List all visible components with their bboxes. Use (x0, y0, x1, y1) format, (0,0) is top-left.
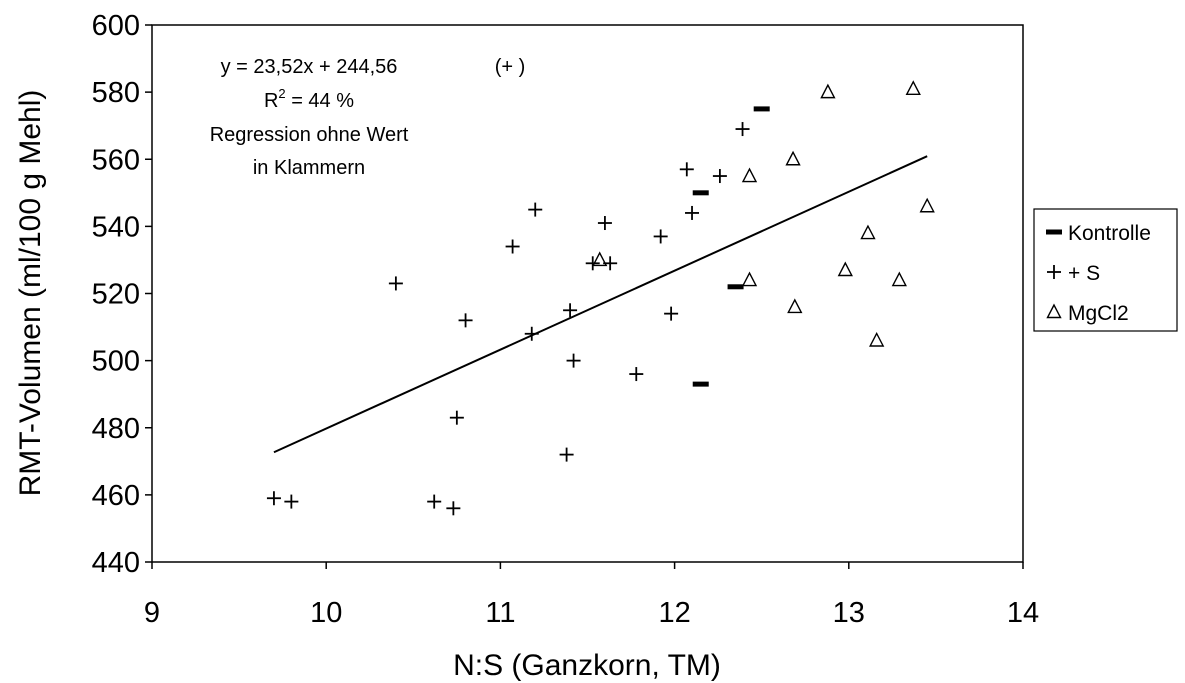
data-point (685, 205, 700, 220)
data-point (692, 190, 709, 196)
legend: Kontrolle + S MgCl2 (1033, 208, 1178, 332)
regression-equation: y = 23,52x + 244,56 (221, 56, 398, 78)
data-point (446, 501, 461, 516)
legend-label: MgCl2 (1068, 302, 1129, 325)
data-point (753, 106, 770, 112)
data-point (566, 353, 581, 368)
data-point (891, 271, 907, 287)
x-tick-label: 11 (485, 597, 515, 629)
data-point (787, 298, 803, 314)
data-point (919, 197, 935, 213)
regression-annotation: y = 23,52x + 244,56 (+ ) R2 = 44 % Regre… (210, 56, 526, 179)
data-point (837, 261, 853, 277)
y-tick-label: 600 (92, 10, 140, 42)
legend-marker (1047, 265, 1061, 279)
series-dash (692, 106, 770, 387)
data-point (449, 410, 464, 425)
data-point (905, 80, 921, 95)
y-tick-label: 480 (92, 413, 140, 445)
r-squared: R2 = 44 % (264, 86, 354, 112)
y-tick-label: 560 (92, 144, 140, 176)
x-tick-label: 12 (658, 597, 690, 629)
series-triangle (592, 80, 935, 347)
data-point (741, 271, 758, 287)
data-point (820, 83, 836, 99)
data-point (727, 284, 744, 290)
data-point (266, 491, 281, 506)
series-plus (266, 122, 750, 516)
data-point (869, 331, 885, 347)
data-point (653, 229, 668, 244)
data-point (284, 494, 299, 509)
legend-label: + S (1068, 262, 1100, 285)
data-point (427, 494, 442, 509)
y-axis-title: RMT-Volumen (ml/100 g Mehl) (14, 90, 47, 497)
legend-marker (1046, 229, 1062, 235)
data-points (266, 80, 935, 516)
plot-area (151, 24, 1024, 563)
data-point (597, 216, 612, 231)
data-point (592, 251, 608, 267)
data-point (735, 122, 750, 137)
data-point (528, 202, 543, 217)
data-point (388, 276, 403, 291)
y-tick-label: 520 (92, 279, 140, 311)
legend-label: Kontrolle (1068, 222, 1151, 245)
x-axis: 9 10 11 12 13 14 (144, 562, 1039, 629)
r-squared-superscript: 2 (278, 86, 285, 101)
bracket-marker: (+ ) (495, 56, 526, 78)
data-point (563, 303, 578, 318)
data-point (785, 150, 801, 166)
legend-box (1033, 208, 1178, 332)
x-tick-label: 14 (1007, 597, 1039, 629)
y-tick-label: 460 (92, 480, 140, 512)
x-tick-label: 10 (310, 597, 342, 629)
data-point (458, 313, 473, 328)
legend-marker (1046, 303, 1062, 319)
regression-note-line-2: in Klammern (253, 157, 365, 179)
regression-line (273, 155, 928, 454)
y-tick-label: 500 (92, 346, 140, 378)
data-point (524, 326, 539, 341)
x-axis-title: N:S (Ganzkorn, TM) (453, 649, 721, 682)
data-point (741, 167, 758, 183)
data-point (585, 256, 600, 271)
data-point (559, 447, 574, 462)
x-tick-label: 9 (144, 597, 160, 629)
data-point (664, 306, 679, 321)
data-point (860, 224, 876, 240)
data-point (629, 367, 644, 382)
data-point (505, 239, 520, 254)
x-tick-label: 13 (833, 597, 865, 629)
regression-note-line-1: Regression ohne Wert (210, 124, 409, 146)
r-squared-prefix: R (264, 90, 278, 112)
data-point (692, 381, 709, 387)
r-squared-value: = 44 % (286, 90, 355, 112)
y-tick-label: 580 (92, 77, 140, 109)
y-tick-label: 440 (92, 547, 140, 579)
y-tick-label: 540 (92, 211, 140, 243)
y-axis: 440 460 480 500 520 540 560 580 600 (92, 10, 152, 579)
data-point (712, 169, 727, 184)
data-point (679, 162, 694, 177)
